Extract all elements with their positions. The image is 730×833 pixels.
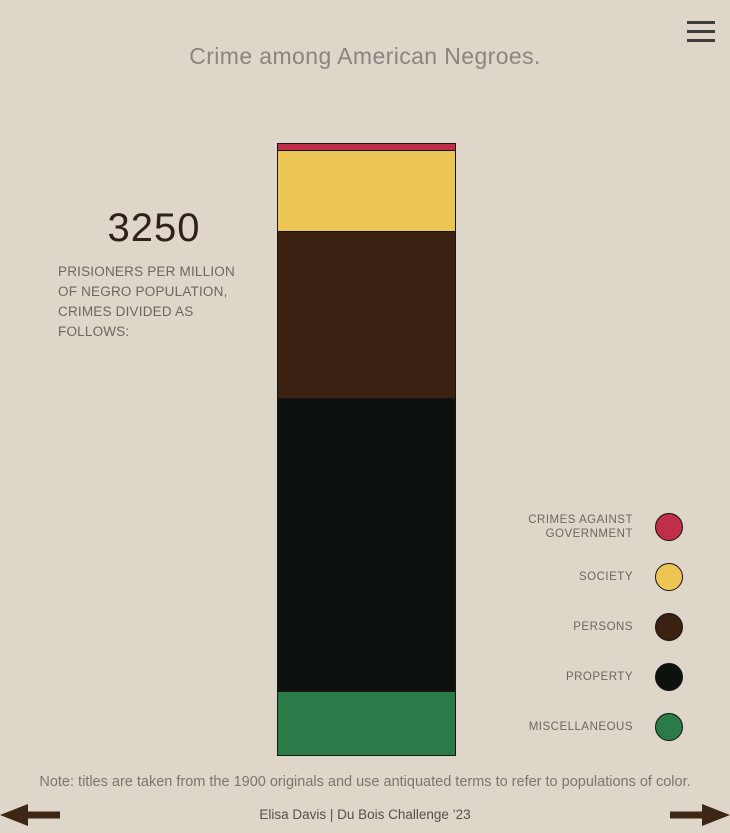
hamburger-bar xyxy=(687,21,715,24)
legend: CRIMES AGAINST GOVERNMENT SOCIETY PERSONS P… xyxy=(515,502,683,752)
stat-value: 3250 xyxy=(107,206,201,250)
legend-item-miscellaneous[interactable]: MISCELLANEOUS xyxy=(515,702,683,752)
legend-swatch-society xyxy=(655,563,683,591)
legend-item-label: SOCIETY xyxy=(579,571,633,583)
legend-swatch-crimes-against-government xyxy=(655,513,683,541)
previous-arrow-button[interactable] xyxy=(0,802,62,828)
right-arrow-icon xyxy=(670,804,730,826)
legend-item-crimes-against-government[interactable]: CRIMES AGAINST GOVERNMENT xyxy=(515,502,683,552)
next-arrow-button[interactable] xyxy=(668,802,730,828)
page-title: Crime among American Negroes. xyxy=(189,43,541,69)
bar-segment-miscellaneous[interactable] xyxy=(278,690,455,755)
legend-item-label: PERSONS xyxy=(573,621,633,633)
bar-segment-society[interactable] xyxy=(278,149,455,231)
legend-item-label: CRIMES AGAINST GOVERNMENT xyxy=(528,514,633,540)
legend-swatch-persons xyxy=(655,613,683,641)
footnote: Note: titles are taken from the 1900 ori… xyxy=(39,774,691,790)
bar-segment-property[interactable] xyxy=(278,398,455,691)
legend-swatch-property xyxy=(655,663,683,691)
stat-block: 3250 PRISIONERS PER MILLION OF NEGRO POP… xyxy=(58,206,250,342)
credit-line: Elisa Davis | Du Bois Challenge ’23 xyxy=(259,807,471,822)
legend-item-label: PROPERTY xyxy=(565,671,633,683)
left-arrow-icon xyxy=(0,804,60,826)
hamburger-menu-icon[interactable] xyxy=(687,21,715,42)
legend-item-society[interactable]: SOCIETY xyxy=(515,552,683,602)
legend-swatch-miscellaneous xyxy=(655,713,683,741)
legend-item-property[interactable]: PROPERTY xyxy=(515,652,683,702)
bar-segment-persons[interactable] xyxy=(278,230,455,399)
legend-item-label: MISCELLANEOUS xyxy=(528,721,633,733)
stat-description: PRISIONERS PER MILLION OF NEGRO POPULATI… xyxy=(58,264,235,339)
hamburger-bar xyxy=(687,30,715,33)
bar-segment-crimes-against-government[interactable] xyxy=(278,144,455,150)
legend-item-persons[interactable]: PERSONS xyxy=(515,602,683,652)
hamburger-bar xyxy=(687,39,715,42)
stacked-bar xyxy=(277,143,456,756)
